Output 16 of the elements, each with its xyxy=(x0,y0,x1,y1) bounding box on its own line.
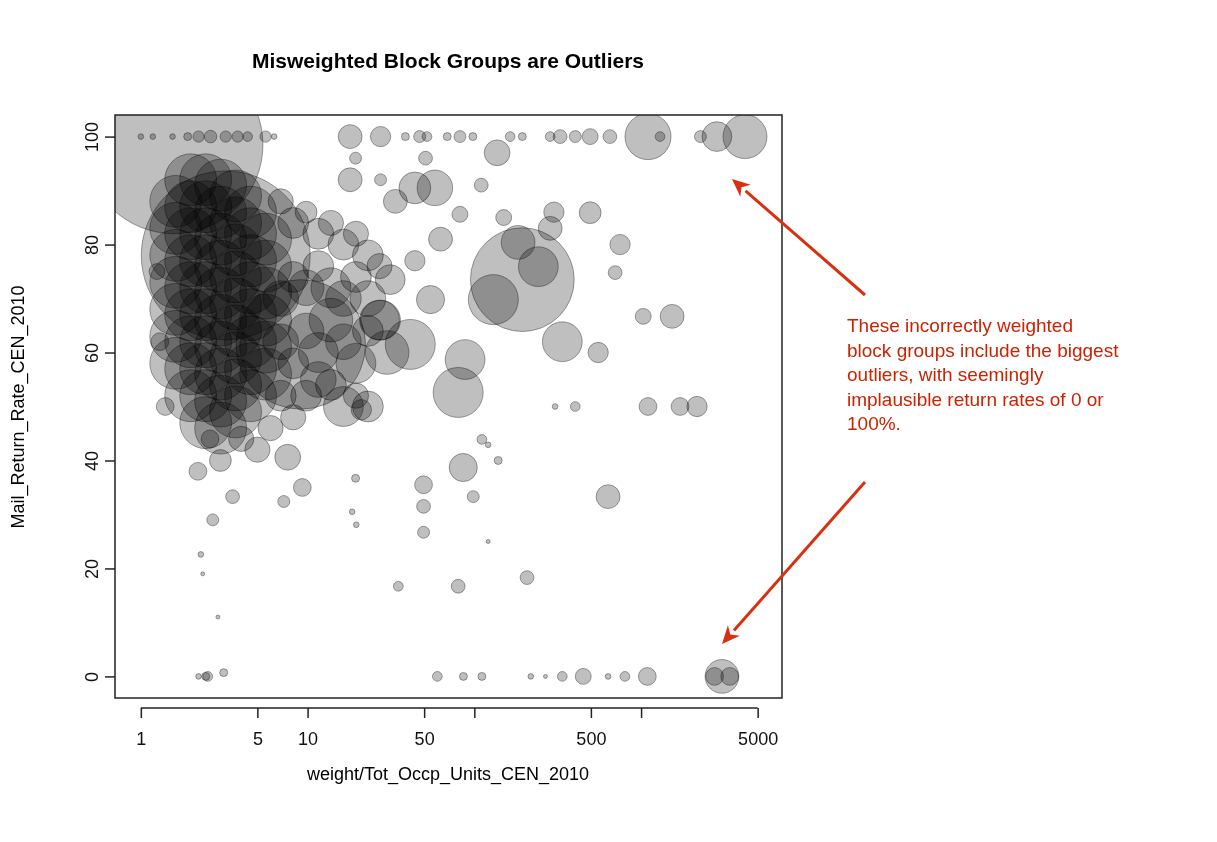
y-axis-title: Mail_Return_Rate_CEN_2010 xyxy=(8,285,29,529)
chart-title: Misweighted Block Groups are Outliers xyxy=(251,49,645,72)
y-tick-label: 80 xyxy=(82,235,102,256)
y-tick-label: 0 xyxy=(82,671,102,682)
y-tick-label: 20 xyxy=(82,558,102,579)
text: These incorrectly weighted block groups include the biggest outliers, with seemingly implausible return rates of 0 or 100%. xyxy=(847,315,1120,434)
x-tick-label: 5 xyxy=(252,728,263,749)
y-tick-label: 100 xyxy=(82,122,102,153)
y-tick-label: 60 xyxy=(82,343,102,364)
x-axis-title: weight/Tot_Occp_Units_CEN_2010 xyxy=(305,764,590,785)
x-tick-label: 1 xyxy=(136,728,147,749)
x-tick-label: 500 xyxy=(576,728,607,749)
y-tick-label: 40 xyxy=(82,450,102,471)
x-tick-label: 50 xyxy=(414,728,435,749)
x-tick-label: 10 xyxy=(298,728,319,749)
x-tick-label: 5000 xyxy=(738,728,779,749)
